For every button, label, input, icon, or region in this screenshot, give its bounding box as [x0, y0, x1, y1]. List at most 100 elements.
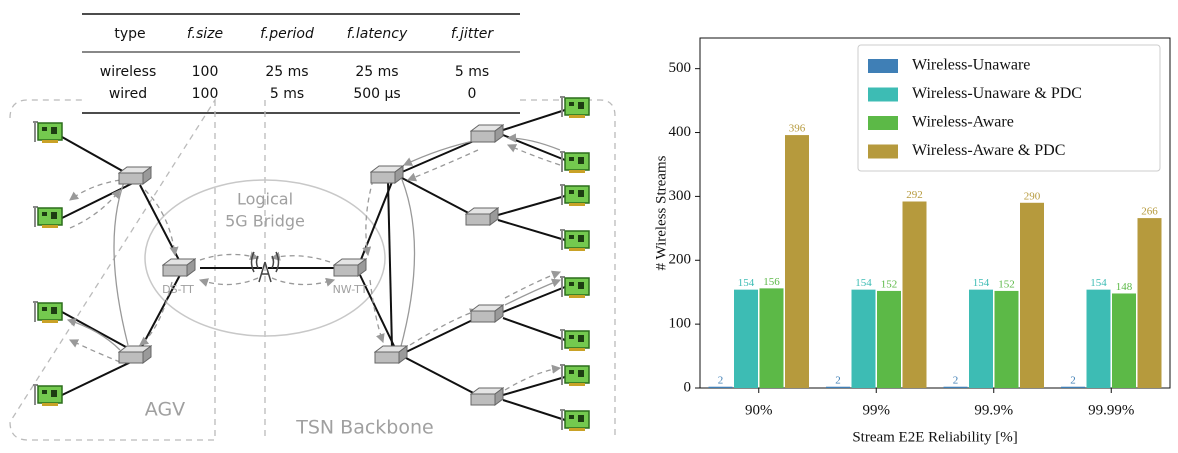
value-label: 2 — [718, 374, 724, 386]
region-label: AGV — [145, 399, 185, 421]
value-label: 2 — [953, 374, 959, 386]
region-label: TSN Backbone — [295, 417, 433, 439]
nic — [560, 185, 589, 206]
y-tick-label: 100 — [669, 316, 692, 332]
table-cell: 0 — [468, 86, 477, 102]
bridge-label: Logical — [237, 190, 293, 209]
bar — [969, 290, 993, 388]
value-label: 152 — [881, 278, 898, 290]
table-cell: 5 ms — [270, 86, 304, 102]
bar — [1112, 293, 1136, 388]
table: type f.size f.period f.latency f.jitter … — [82, 14, 520, 113]
x-tick-label: 90% — [745, 402, 773, 418]
nic — [560, 410, 589, 431]
nic — [33, 385, 62, 406]
bar — [734, 290, 758, 388]
diagram: Logical 5G Bridge DS-TT NW-TT AGV TSN Ba… — [10, 97, 615, 440]
legend-swatch — [868, 116, 898, 130]
node-label: NW-TT — [333, 283, 368, 296]
value-label: 152 — [998, 278, 1015, 290]
nic — [560, 330, 589, 351]
y-tick-label: 500 — [669, 60, 692, 76]
legend-label: Wireless-Aware — [912, 114, 1014, 131]
nics — [33, 97, 589, 431]
node-label: DS-TT — [162, 283, 194, 296]
switch — [163, 259, 195, 276]
switch — [471, 125, 503, 142]
bar — [1087, 290, 1111, 388]
table-header: f.jitter — [451, 26, 495, 42]
bar — [877, 291, 901, 388]
y-tick-label: 400 — [669, 124, 692, 140]
switch — [371, 166, 403, 183]
switch — [471, 305, 503, 322]
value-label: 2 — [1070, 374, 1076, 386]
chart: # Wireless Streams Stream E2E Reliabilit… — [653, 38, 1170, 445]
nic — [560, 277, 589, 298]
bar — [1061, 387, 1085, 388]
y-tick-label: 0 — [684, 379, 692, 395]
table-cell: wireless — [100, 64, 157, 80]
table-header: f.period — [260, 26, 314, 42]
bar — [709, 387, 733, 388]
table-cell: 500 µs — [353, 86, 400, 102]
y-axis-label: # Wireless Streams — [653, 155, 669, 270]
table-header: f.size — [187, 26, 223, 42]
value-label: 266 — [1141, 206, 1158, 218]
nic — [560, 97, 589, 118]
legend-label: Wireless-Aware & PDC — [912, 142, 1065, 159]
table-cell: 25 ms — [355, 64, 398, 80]
value-label: 156 — [763, 276, 780, 288]
nic — [560, 152, 589, 173]
table-cell: wired — [109, 86, 147, 102]
figure: type f.size f.period f.latency f.jitter … — [0, 0, 1178, 453]
switches — [119, 125, 503, 405]
switch — [334, 259, 366, 276]
bridge-label: 5G Bridge — [225, 212, 305, 231]
legend-swatch — [868, 145, 898, 159]
x-tick-label: 99% — [863, 402, 891, 418]
links — [62, 110, 565, 420]
value-label: 154 — [738, 277, 755, 289]
table-cell: 5 ms — [455, 64, 489, 80]
nic — [33, 302, 62, 323]
bar — [760, 288, 784, 388]
value-label: 292 — [906, 189, 923, 201]
legend-label: Wireless-Unaware — [912, 57, 1030, 74]
table-header: type — [114, 26, 145, 42]
switch — [119, 167, 151, 184]
table-cell: 25 ms — [265, 64, 308, 80]
nic — [33, 122, 62, 143]
x-tick-label: 99.99% — [1088, 402, 1134, 418]
value-label: 396 — [789, 123, 806, 135]
bar — [903, 202, 927, 388]
x-tick-label: 99.9% — [974, 402, 1013, 418]
legend-swatch — [868, 59, 898, 73]
value-label: 148 — [1116, 281, 1133, 293]
value-label: 154 — [1090, 277, 1107, 289]
value-label: 154 — [855, 277, 872, 289]
bar — [995, 291, 1019, 388]
legend-swatch — [868, 88, 898, 102]
x-axis-label: Stream E2E Reliability [%] — [852, 429, 1017, 445]
switch — [119, 346, 151, 363]
switch — [466, 208, 498, 225]
bar — [1020, 203, 1044, 388]
y-tick-label: 300 — [669, 188, 692, 204]
switch — [471, 388, 503, 405]
value-label: 154 — [973, 277, 990, 289]
bar — [1138, 218, 1162, 388]
bar — [944, 387, 968, 388]
nic — [560, 365, 589, 386]
value-label: 2 — [835, 374, 841, 386]
bar — [826, 387, 850, 388]
value-label: 290 — [1024, 190, 1041, 202]
y-tick-label: 200 — [669, 252, 692, 268]
bar — [785, 135, 809, 388]
table-cell: 100 — [192, 64, 219, 80]
switch — [375, 346, 407, 363]
nic — [560, 230, 589, 251]
table-header: f.latency — [347, 26, 408, 42]
nic — [33, 207, 62, 228]
table-cell: 100 — [192, 86, 219, 102]
